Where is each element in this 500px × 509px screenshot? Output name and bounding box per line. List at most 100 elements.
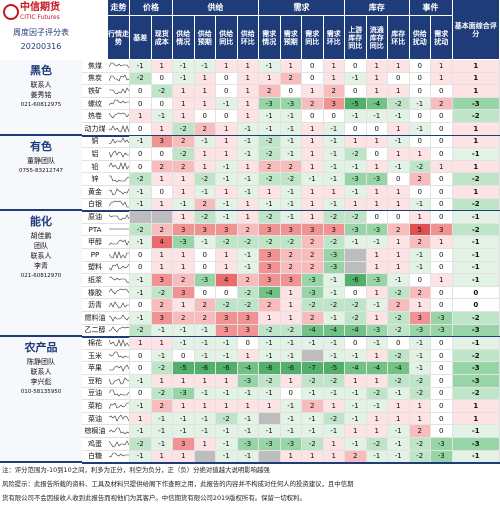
score-cell: 0 [409, 85, 431, 98]
score-cell: -2 [216, 236, 238, 249]
score-cell: -1 [323, 337, 345, 350]
score-cell: -4 [366, 97, 388, 111]
commodity-name: 菜油 [82, 413, 108, 426]
score-cell: 1 [280, 60, 302, 73]
column-group: 需求 [259, 0, 345, 16]
trend-sparkline [108, 135, 130, 149]
score-cell: -1 [259, 60, 281, 73]
score-cell: -1 [323, 387, 345, 401]
score-cell: 0 [431, 85, 453, 98]
score-cell: 1 [216, 135, 238, 149]
group-contact: 陈静团队 [27, 358, 55, 367]
score-cell: 2 [151, 299, 173, 312]
score-cell: 3 [259, 274, 281, 287]
score-cell: -1 [216, 438, 238, 451]
score-cell: 0 [130, 160, 152, 174]
score-cell: -3 [173, 236, 195, 249]
score-cell: 0 [173, 349, 195, 363]
score-cell: -1 [366, 299, 388, 312]
score-cell: 0 [323, 110, 345, 123]
trend-sparkline [108, 274, 130, 287]
score-cell: -1 [388, 274, 410, 287]
score-cell: 1 [366, 375, 388, 388]
score-cell: 1 [173, 85, 195, 98]
score-cell: 3 [259, 261, 281, 275]
trend-sparkline [108, 412, 130, 426]
commodity-name: 铝 [82, 148, 108, 161]
score-cell: 1 [216, 249, 238, 262]
score-cell [259, 412, 281, 426]
score-cell: -1 [345, 387, 367, 401]
score-cell [302, 349, 324, 363]
sparkline-line [108, 439, 129, 447]
score-cell: 1 [388, 148, 410, 161]
score-cell: -2 [130, 438, 152, 451]
score-cell: 0 [216, 110, 238, 123]
score-cell: -3 [345, 223, 367, 237]
score-cell: -1 [302, 412, 324, 426]
group-name: 黑色 [30, 64, 52, 77]
sparkline-line [108, 239, 129, 246]
score-cell: 2 [388, 299, 410, 312]
score-cell: -6 [216, 362, 238, 375]
score-cell: -1 [323, 425, 345, 438]
column-header: 供给环比 [237, 16, 259, 60]
score-cell: 3 [151, 135, 173, 149]
total-score: 1 [452, 400, 500, 413]
score-cell: 2 [173, 312, 195, 325]
total-score: 1 [452, 72, 500, 86]
score-cell: 1 [366, 425, 388, 438]
total-score: -2 [452, 223, 500, 237]
score-cell: -1 [216, 349, 238, 363]
score-cell: 1 [366, 135, 388, 149]
sparkline-line [108, 263, 129, 271]
score-cell: -1 [194, 387, 216, 401]
score-cell: 0 [431, 337, 453, 350]
sparkline-line [108, 87, 129, 95]
score-cell: -2 [388, 97, 410, 111]
score-cell: 3 [194, 223, 216, 237]
score-cell: 1 [173, 186, 195, 199]
score-cell: -1 [259, 387, 281, 401]
commodity-name: PP [82, 249, 108, 262]
score-cell: -3 [280, 97, 302, 111]
score-cell: 1 [388, 186, 410, 199]
score-cell: 0 [431, 148, 453, 161]
score-cell: 0 [431, 173, 453, 186]
score-cell: -3 [280, 438, 302, 451]
score-cell: 1 [237, 160, 259, 174]
score-cell: -1 [216, 160, 238, 174]
score-cell: 1 [388, 249, 410, 262]
score-cell: 1 [130, 110, 152, 123]
score-cell: 1 [130, 412, 152, 426]
score-cell: -3 [366, 173, 388, 186]
score-cell: 0 [151, 186, 173, 199]
score-cell: 2 [431, 97, 453, 111]
score-cell: -5 [323, 362, 345, 375]
score-cell: -1 [280, 337, 302, 350]
sparkline-line [108, 376, 129, 384]
trend-group: 走势 [108, 0, 130, 16]
score-cell: 1 [237, 400, 259, 413]
score-cell: -1 [323, 312, 345, 325]
score-cell: 2 [302, 236, 324, 249]
group-contact: 010-58135950 [20, 389, 62, 396]
score-cell: 2 [280, 72, 302, 86]
score-cell: 3 [151, 274, 173, 287]
score-cell: 1 [323, 60, 345, 73]
total-score: -1 [452, 425, 500, 438]
score-cell: -2 [130, 72, 152, 86]
score-cell: 1 [216, 400, 238, 413]
score-cell: -2 [409, 438, 431, 451]
sparkline [108, 87, 129, 95]
score-cell: 3 [280, 223, 302, 237]
score-cell: -1 [345, 349, 367, 363]
score-cell: -2 [323, 236, 345, 249]
score-cell: -1 [259, 337, 281, 350]
score-cell: -1 [237, 425, 259, 438]
score-cell: 3 [302, 223, 324, 237]
score-cell: 0 [130, 362, 152, 375]
sparkline [108, 137, 129, 145]
score-cell: 1 [151, 261, 173, 275]
score-cell: 0 [431, 110, 453, 123]
